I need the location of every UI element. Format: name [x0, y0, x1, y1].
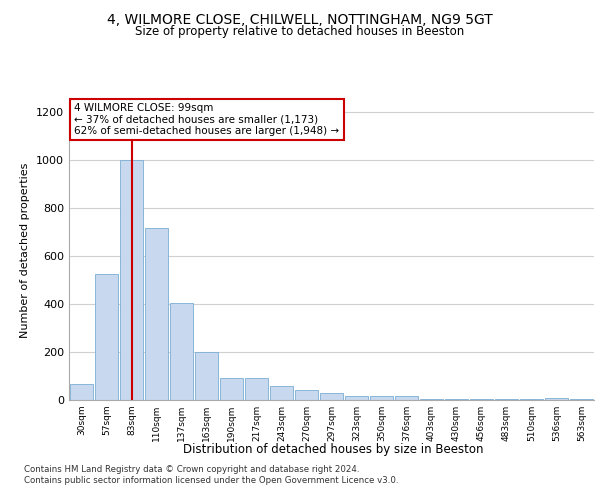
- Bar: [495, 399, 518, 400]
- Bar: [70, 384, 93, 400]
- Text: Contains public sector information licensed under the Open Government Licence v3: Contains public sector information licen…: [24, 476, 398, 485]
- Text: Contains HM Land Registry data © Crown copyright and database right 2024.: Contains HM Land Registry data © Crown c…: [24, 465, 359, 474]
- Text: Distribution of detached houses by size in Beeston: Distribution of detached houses by size …: [183, 442, 483, 456]
- Bar: [345, 396, 368, 400]
- Bar: [545, 398, 568, 400]
- Bar: [320, 393, 343, 400]
- Bar: [445, 399, 468, 400]
- Bar: [370, 396, 393, 400]
- Bar: [170, 303, 193, 400]
- Bar: [395, 396, 418, 400]
- Text: Size of property relative to detached houses in Beeston: Size of property relative to detached ho…: [136, 25, 464, 38]
- Bar: [470, 399, 493, 400]
- Bar: [520, 399, 543, 400]
- Bar: [295, 390, 318, 400]
- Bar: [220, 378, 243, 400]
- Bar: [270, 386, 293, 400]
- Bar: [95, 274, 118, 400]
- Bar: [420, 399, 443, 400]
- Bar: [570, 399, 593, 400]
- Text: 4, WILMORE CLOSE, CHILWELL, NOTTINGHAM, NG9 5GT: 4, WILMORE CLOSE, CHILWELL, NOTTINGHAM, …: [107, 12, 493, 26]
- Bar: [120, 160, 143, 400]
- Bar: [145, 228, 168, 400]
- Bar: [245, 378, 268, 400]
- Text: 4 WILMORE CLOSE: 99sqm
← 37% of detached houses are smaller (1,173)
62% of semi-: 4 WILMORE CLOSE: 99sqm ← 37% of detached…: [74, 103, 340, 136]
- Y-axis label: Number of detached properties: Number of detached properties: [20, 162, 31, 338]
- Bar: [195, 352, 218, 400]
